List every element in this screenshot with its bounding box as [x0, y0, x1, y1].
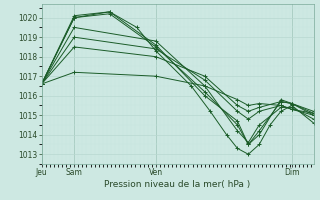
- X-axis label: Pression niveau de la mer( hPa ): Pression niveau de la mer( hPa ): [104, 180, 251, 189]
